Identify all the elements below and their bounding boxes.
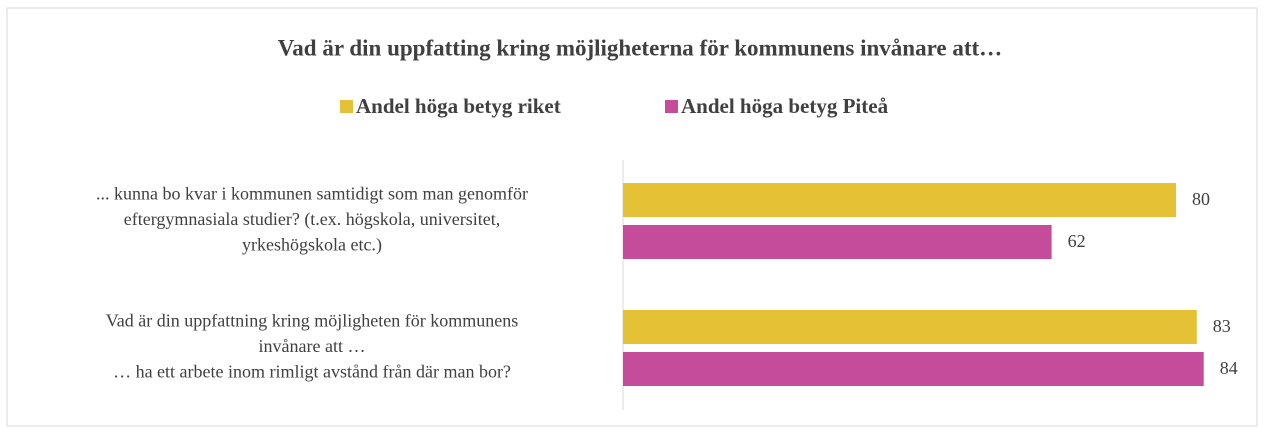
data-label: 80 [1192,189,1210,209]
category-label: Vad är din uppfattning kring möjligheten… [106,311,518,331]
category-label: ... kunna bo kvar i kommunen samtidigt s… [96,184,528,204]
bar [623,183,1177,217]
bar [623,225,1052,259]
data-label: 84 [1220,358,1238,378]
data-label: 62 [1068,231,1086,251]
data-label: 83 [1213,316,1231,336]
bar [623,352,1204,386]
legend-label: Andel höga betyg riket [356,94,561,118]
chart-title: Vad är din uppfatting kring möjlighetern… [278,35,1002,60]
category-label: yrkeshögskola etc.) [242,235,382,256]
category-label: invånare att … [259,336,366,356]
legend-swatch [665,100,678,113]
bar [623,310,1197,344]
legend-swatch [340,100,353,113]
category-label: … ha ett arbete inom rimligt avstånd frå… [113,362,511,382]
legend-label: Andel höga betyg Piteå [681,94,889,118]
category-label: eftergymnasiala studier? (t.ex. högskola… [124,209,501,230]
